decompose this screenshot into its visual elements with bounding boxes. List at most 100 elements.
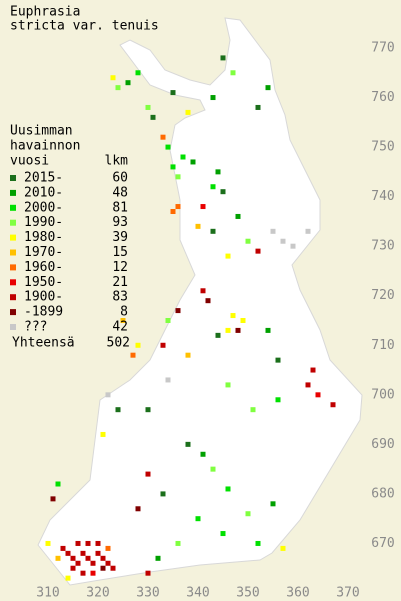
observation-square xyxy=(155,555,161,561)
legend-count: 8 xyxy=(120,305,128,320)
observation-square xyxy=(250,407,256,413)
x-tick-label: 360 xyxy=(286,586,309,601)
observation-square xyxy=(170,164,176,170)
observation-square xyxy=(135,70,141,76)
legend-header: havainnon xyxy=(10,139,80,154)
observation-square xyxy=(275,357,281,363)
observation-square xyxy=(225,486,231,492)
observation-square xyxy=(100,431,106,437)
x-tick-label: 310 xyxy=(36,586,59,601)
observation-square xyxy=(255,540,261,546)
observation-square xyxy=(210,228,216,234)
y-tick-label: 680 xyxy=(371,486,394,501)
observation-square xyxy=(175,308,181,314)
x-tick-label: 320 xyxy=(86,586,109,601)
legend-count: 39 xyxy=(112,230,128,245)
legend-swatch xyxy=(10,189,16,196)
legend-label: 1990- xyxy=(24,215,63,230)
legend-swatch xyxy=(10,175,16,181)
legend-swatch xyxy=(10,204,16,211)
observation-square xyxy=(210,184,216,190)
observation-square xyxy=(105,560,111,566)
observation-square xyxy=(55,555,61,561)
observation-square xyxy=(90,570,96,576)
observation-square xyxy=(145,407,151,413)
observation-square xyxy=(45,540,51,546)
legend-swatch xyxy=(10,294,16,301)
observation-square xyxy=(305,228,311,234)
observation-square xyxy=(85,555,91,561)
legend-count: 21 xyxy=(112,275,128,290)
observation-square xyxy=(65,575,71,581)
y-tick-label: 750 xyxy=(371,140,394,155)
observation-square xyxy=(185,352,191,358)
legend-label: 2015- xyxy=(24,171,63,186)
observation-square xyxy=(125,80,131,86)
observation-square xyxy=(165,377,171,383)
observation-square xyxy=(130,352,136,358)
observation-square xyxy=(275,397,281,403)
observation-square xyxy=(205,298,211,304)
observation-square xyxy=(245,238,251,244)
observation-square xyxy=(100,555,106,561)
legend-count: 81 xyxy=(112,200,128,215)
observation-square xyxy=(175,174,181,180)
legend-count: 48 xyxy=(112,185,128,200)
observation-square xyxy=(255,104,261,110)
observation-square xyxy=(120,318,126,323)
observation-square xyxy=(175,204,181,210)
legend-count: 42 xyxy=(112,320,128,335)
observation-square xyxy=(280,238,286,244)
observation-square xyxy=(265,85,271,91)
observation-square xyxy=(270,228,276,234)
observation-square xyxy=(210,466,216,472)
observation-square xyxy=(220,189,226,195)
observation-square xyxy=(330,402,336,408)
observation-square xyxy=(135,342,141,348)
x-tick-label: 370 xyxy=(336,586,359,601)
observation-square xyxy=(80,550,86,556)
observation-square xyxy=(195,223,201,229)
legend-label: 1900- xyxy=(24,290,63,305)
observation-square xyxy=(290,243,296,249)
observation-square xyxy=(105,392,111,398)
observation-square xyxy=(105,545,111,551)
observation-square xyxy=(180,154,186,160)
y-tick-label: 770 xyxy=(371,41,394,56)
y-tick-label: 690 xyxy=(371,437,394,452)
total-count: 502 xyxy=(107,336,130,351)
observation-square xyxy=(200,288,206,294)
title: stricta var. tenuis xyxy=(10,19,159,34)
observation-square xyxy=(310,367,316,373)
observation-square xyxy=(270,501,276,507)
observation-square xyxy=(115,85,121,91)
observation-square xyxy=(280,545,286,551)
observation-square xyxy=(55,481,61,487)
observation-square xyxy=(225,253,231,259)
observation-square xyxy=(110,75,116,81)
y-tick-label: 740 xyxy=(371,189,394,204)
legend-swatch xyxy=(10,219,16,226)
observation-square xyxy=(70,555,76,561)
observation-square xyxy=(70,565,76,571)
observation-square xyxy=(230,70,236,76)
observation-square xyxy=(160,491,166,497)
observation-square xyxy=(160,342,166,348)
legend-count: 83 xyxy=(112,290,128,305)
observation-square xyxy=(135,506,141,512)
observation-square xyxy=(115,407,121,413)
observation-square xyxy=(95,550,101,556)
observation-square xyxy=(225,382,231,388)
y-tick-label: 700 xyxy=(371,387,394,402)
observation-square xyxy=(200,451,206,457)
observation-square xyxy=(195,516,201,522)
observation-square xyxy=(230,313,236,319)
legend-swatch xyxy=(10,264,16,271)
observation-square xyxy=(75,560,81,566)
legend-swatch xyxy=(10,309,16,316)
legend-count: 15 xyxy=(112,245,128,260)
observation-square xyxy=(145,570,151,576)
legend-count: 60 xyxy=(112,171,128,186)
observation-square xyxy=(95,540,101,546)
